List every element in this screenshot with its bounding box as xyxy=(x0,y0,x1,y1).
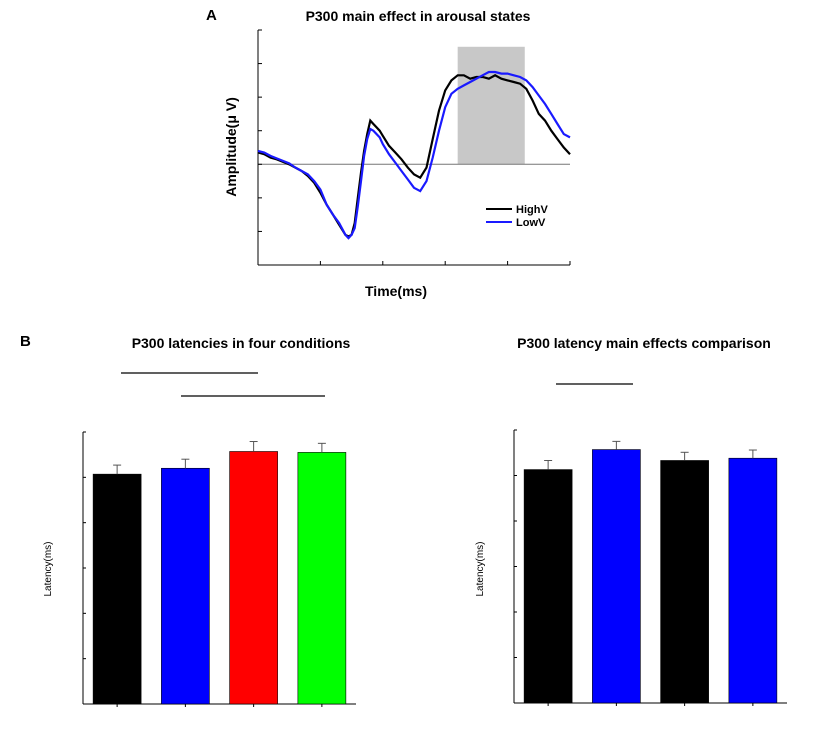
main-effects-title: P300 latency main effects comparison xyxy=(517,335,771,351)
latency-main-effects-chart: P300 latency main effects comparison Lat… xyxy=(475,335,787,706)
panel-letter-b: B xyxy=(20,333,31,350)
main-effects-y-axis-label: Latency(ms) xyxy=(475,541,486,596)
erp-legend: HighV LowV xyxy=(486,204,548,229)
main-effects-bar-nreward xyxy=(660,460,709,704)
erp-x-axis-label: Time(ms) xyxy=(365,283,427,299)
four-conditions-bar-rhv xyxy=(161,467,210,705)
legend-label-lowv: LowV xyxy=(516,217,546,229)
four-conditions-title: P300 latencies in four conditions xyxy=(132,335,351,351)
erp-chart-title: P300 main effect in arousal states xyxy=(306,8,531,24)
panel-letter-a: A xyxy=(206,7,217,24)
main-effects-bar-highv xyxy=(523,469,573,704)
latency-four-conditions-chart: P300 latencies in four conditions Latenc… xyxy=(43,335,356,707)
main-effects-bar-lowv xyxy=(592,449,641,704)
four-conditions-bar-rlv xyxy=(297,452,347,705)
erp-chart: P300 main effect in arousal states Time(… xyxy=(223,8,571,299)
four-conditions-bar-nrhv xyxy=(92,473,142,705)
legend-label-highv: HighV xyxy=(516,204,548,216)
p300-time-window xyxy=(457,46,525,165)
series-line-lowv xyxy=(257,70,571,240)
series-line-highv xyxy=(257,74,571,238)
main-effects-bar-reward xyxy=(728,457,778,704)
four-conditions-y-axis-label: Latency(ms) xyxy=(43,541,54,596)
four-conditions-bar-nrlv xyxy=(229,451,278,705)
erp-y-axis-label: Amplitude(μ V) xyxy=(223,97,239,197)
